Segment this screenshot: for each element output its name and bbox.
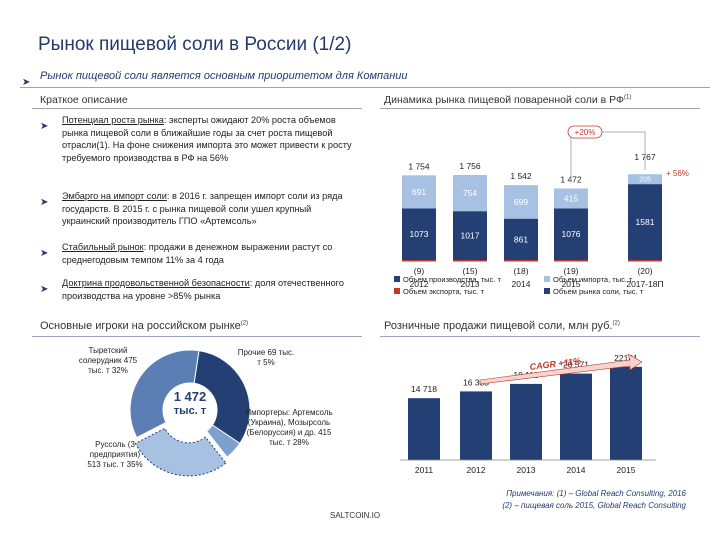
retail-bar xyxy=(610,366,642,460)
category-label: 2014 xyxy=(512,279,531,289)
production-bar xyxy=(402,208,436,260)
exports-label: (20) xyxy=(637,266,652,276)
production-label: 861 xyxy=(514,234,528,244)
retail-bar xyxy=(560,373,592,460)
imports-label: 754 xyxy=(463,188,477,198)
pie-slice-russol xyxy=(129,349,200,439)
total-label: 1 754 xyxy=(408,161,430,171)
exports-label: (15) xyxy=(462,266,477,276)
legend-label: Объем рынка соли, тыс. т xyxy=(553,287,644,296)
page-subtitle: Рынок пищевой соли является основным при… xyxy=(40,70,408,82)
legend-swatch xyxy=(544,276,550,282)
category-label: 2017-18П xyxy=(626,279,663,289)
forecast-top-bar xyxy=(628,174,662,185)
production-bar xyxy=(453,211,487,260)
divider xyxy=(32,336,362,337)
growth-arrow xyxy=(570,131,646,183)
legend-swatch xyxy=(544,288,550,294)
divider xyxy=(380,108,700,109)
exports-label: (9) xyxy=(414,266,425,276)
bullet-arrow-icon: ➤ xyxy=(40,121,49,132)
imports-bar xyxy=(504,185,538,219)
retail-bar xyxy=(408,398,440,460)
exports-bar xyxy=(453,260,487,262)
retail-category-label: 2011 xyxy=(415,465,434,475)
exports-label: (19) xyxy=(563,266,578,276)
pie-label-other: Прочие 69 тыс. т 5% xyxy=(237,348,295,367)
exports-label: (18) xyxy=(513,266,528,276)
bullet-stable: Стабильный рынок: продажи в денежном выр… xyxy=(62,242,333,265)
exports-bar xyxy=(554,260,588,262)
retail-value-label: 16 333 xyxy=(463,377,489,387)
retail-category-label: 2013 xyxy=(517,465,536,475)
divider xyxy=(380,336,700,337)
footer-brand: SALTCOIN.IO xyxy=(330,511,381,520)
subtitle-arrow-icon: ➤ xyxy=(22,77,31,88)
pie-label-russol: Руссоль (3 предприятия) 513 тыс. т 35% xyxy=(87,440,143,469)
notes: Примечания: (1) – Global Reach Consultin… xyxy=(502,489,686,510)
imports-bar xyxy=(554,188,588,209)
forecast-production-label: 1581 xyxy=(636,217,655,227)
production-label: 1017 xyxy=(461,231,480,241)
pie-center: 1 472 тыс. т xyxy=(173,389,207,417)
retail-category-label: 2014 xyxy=(567,465,586,475)
forecast-top-label: 205 xyxy=(639,176,651,183)
players-title: Основные игроки на российском рынке(2) xyxy=(40,320,249,332)
retail-category-label: 2015 xyxy=(617,465,636,475)
category-label: 2015 xyxy=(562,279,581,289)
page-title: Рынок пищевой соли в России (1/2) xyxy=(38,34,352,55)
imports-bar xyxy=(402,175,436,209)
legend-label: Объем импорта, тыс. т xyxy=(553,275,633,284)
legend-label: Объем производства, тыс. т xyxy=(403,275,501,284)
retail-bar xyxy=(460,391,492,460)
bullet-doctrine: Доктрина продовольственной безопасности:… xyxy=(62,278,344,301)
imports-bar xyxy=(453,174,487,212)
retail-value-label: 14 718 xyxy=(411,384,437,394)
total-label: 1 542 xyxy=(510,171,532,181)
legend-swatch xyxy=(394,288,400,294)
retail-category-label: 2012 xyxy=(467,465,486,475)
production-label: 1073 xyxy=(410,229,429,239)
pie-slice-importers xyxy=(134,427,227,477)
retail-value-label: 22181 xyxy=(614,353,638,363)
category-label: 2013 xyxy=(461,279,480,289)
pie-slice-tyret xyxy=(193,350,251,445)
imports-label: 699 xyxy=(514,197,528,207)
bullet-growth: Потенциал роста рынка: эксперты ожидают … xyxy=(62,115,352,163)
imports-label: 691 xyxy=(412,187,426,197)
right-section-title: Динамика рынка пищевой поваренной соли в… xyxy=(384,94,632,106)
players-pie-chart xyxy=(129,349,251,477)
pie-label-importers: Импортеры: Артемсоль (Украина), Мозырсол… xyxy=(245,408,333,447)
divider xyxy=(20,87,710,88)
retail-bar xyxy=(510,383,542,460)
bullet-arrow-icon: ➤ xyxy=(40,284,49,295)
growth-label: +20% xyxy=(575,128,596,137)
production-bar xyxy=(554,208,588,260)
left-section-title: Краткое описание xyxy=(40,94,128,106)
growth-badge xyxy=(567,125,603,139)
exports-bar xyxy=(402,260,436,262)
total-label: 1 756 xyxy=(459,161,481,171)
pie-label-tyret: Тыретский солерудник 475 тыс. т 32% xyxy=(78,346,138,375)
production-bar xyxy=(628,184,662,260)
legend-label: Объем экспорта, тыс. т xyxy=(403,287,485,296)
bullet-arrow-icon: ➤ xyxy=(40,248,49,259)
production-label: 1076 xyxy=(562,229,581,239)
retail-value-label: 20 571 xyxy=(563,360,589,370)
market-dynamics-chart: 1 754 1073 691 (9) 2012 1 756 1017 754 (15) 2013 1… xyxy=(394,125,689,296)
legend-swatch xyxy=(394,276,400,282)
exports-bar xyxy=(504,260,538,262)
side-growth-label: + 56% xyxy=(666,169,689,178)
category-label: 2012 xyxy=(410,279,429,289)
cagr-arrow xyxy=(479,353,643,385)
exports-bar xyxy=(628,260,662,262)
production-bar xyxy=(504,218,538,260)
bullet-embargo: Эмбарго на импорт соли: в 2016 г. запрещ… xyxy=(62,191,343,227)
retail-title: Розничные продажи пищевой соли, млн руб.… xyxy=(384,320,620,332)
pie-slice-other xyxy=(205,424,241,458)
imports-label: 415 xyxy=(564,193,578,203)
divider xyxy=(32,108,362,109)
bullet-arrow-icon: ➤ xyxy=(40,197,49,208)
